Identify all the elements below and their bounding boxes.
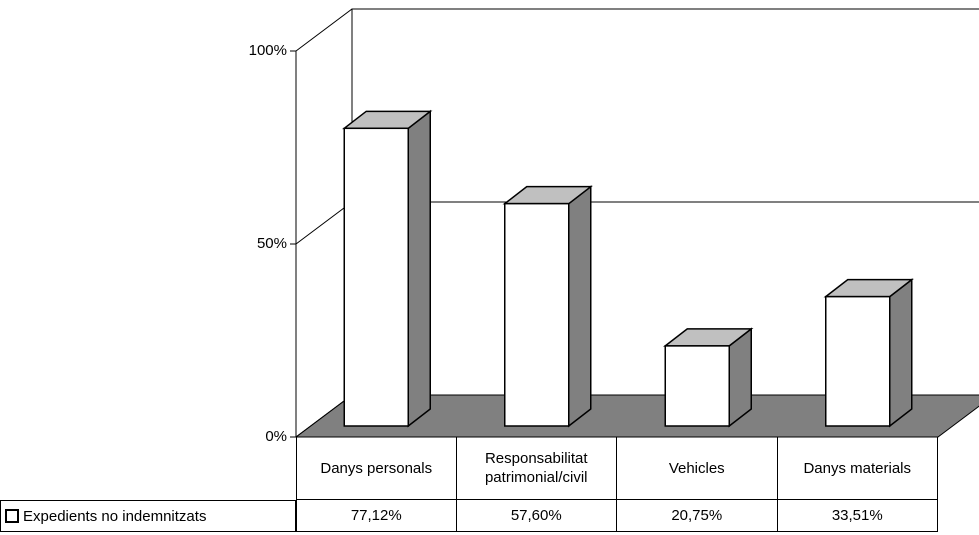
bar: [664, 345, 730, 427]
legend-label: Expedients no indemnitzats: [23, 507, 207, 525]
category-label: Vehicles: [617, 437, 778, 500]
value-label: 57,60%: [456, 500, 617, 532]
y-tick-label: 100%: [249, 42, 287, 59]
bar: [504, 202, 570, 427]
value-label: 20,75%: [617, 500, 778, 532]
grid-line: [295, 8, 979, 52]
legend-entry: Expedients no indemnitzats: [0, 500, 296, 532]
bar-side: [889, 278, 913, 428]
category-label: Danys personals: [296, 437, 457, 500]
legend-swatch: [5, 509, 19, 523]
bar: [825, 295, 891, 427]
bar-side: [568, 185, 592, 428]
y-tick-label: 0%: [265, 428, 287, 445]
category-label: Responsabilitat patrimonial/civil: [456, 437, 617, 500]
bar-side: [407, 109, 431, 428]
value-label: 77,12%: [296, 500, 457, 532]
bar: [343, 127, 409, 427]
y-tick-label: 50%: [257, 235, 287, 252]
value-label: 33,51%: [777, 500, 938, 532]
category-label: Danys materials: [777, 437, 938, 500]
